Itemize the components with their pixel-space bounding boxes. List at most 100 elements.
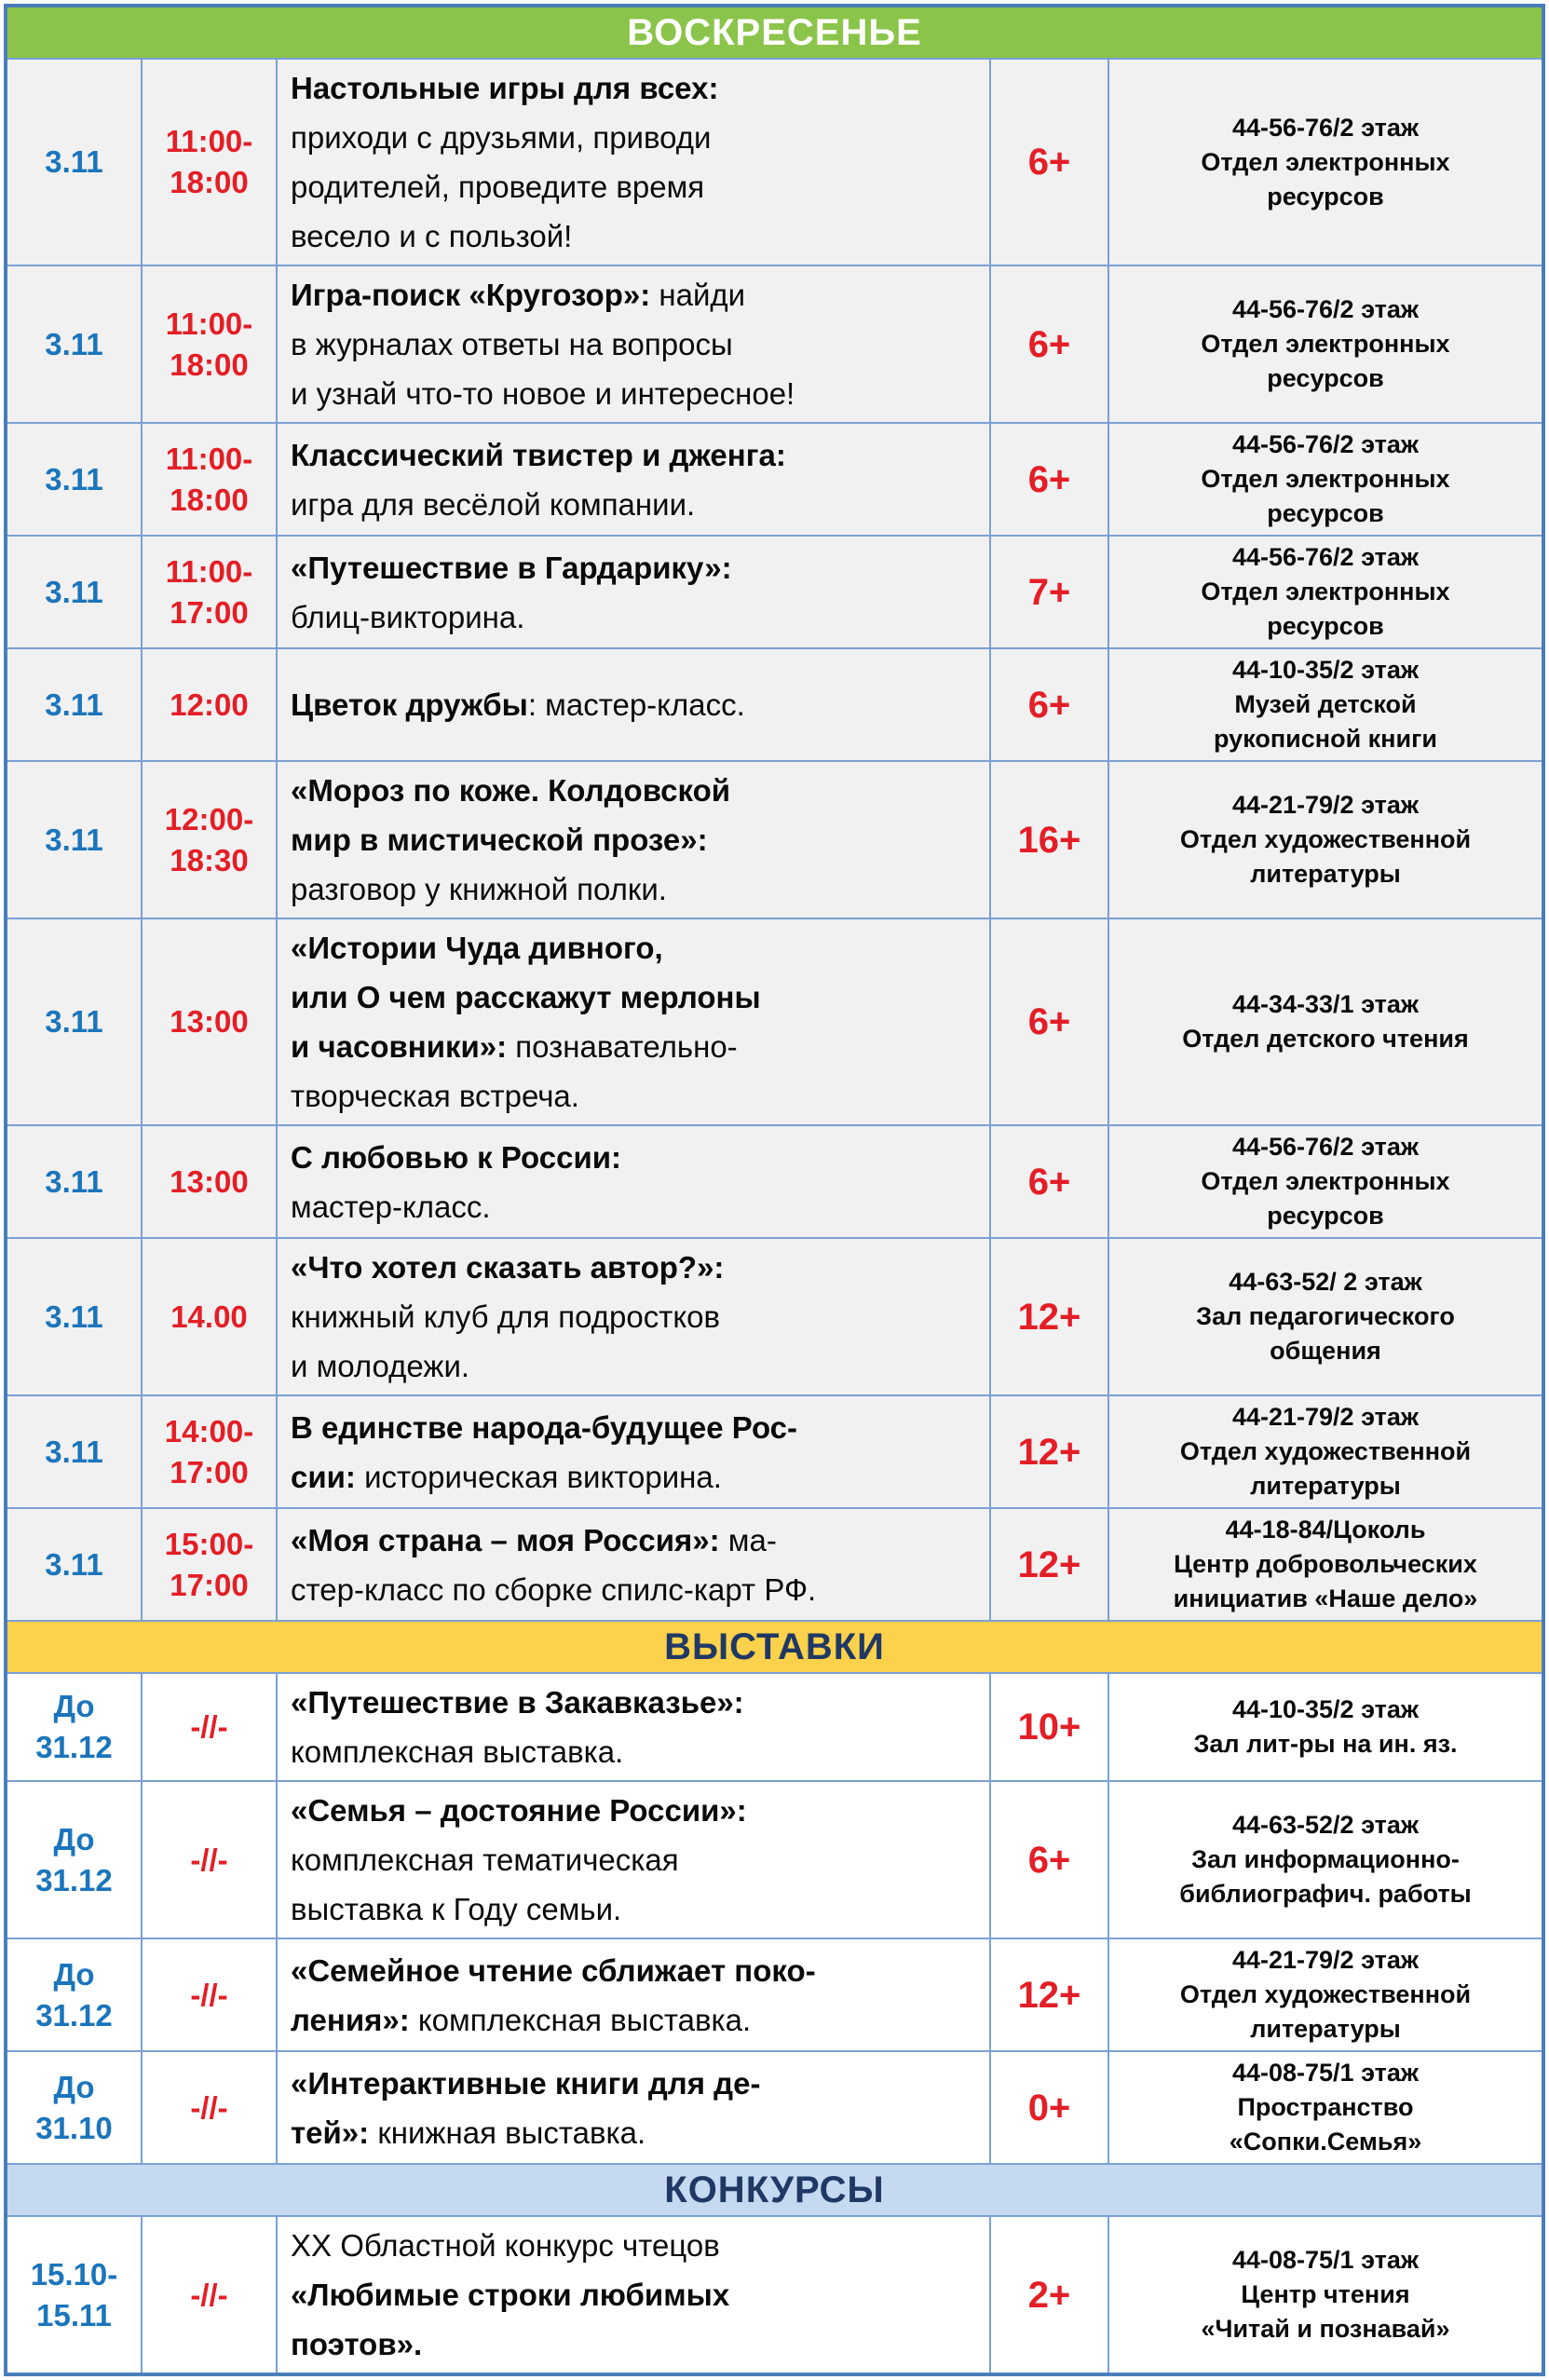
date-line: 15.11 — [36, 2297, 112, 2332]
location-line: Центр чтения — [1241, 2280, 1410, 2308]
date-cell: 3.11 — [7, 1396, 141, 1507]
time-line: 14.00 — [170, 1299, 248, 1334]
age-rating: 7+ — [1027, 571, 1071, 613]
location-line: инициатив «Наше дело» — [1173, 1584, 1478, 1612]
location-line: Отдел художественной — [1179, 825, 1472, 853]
location-cell: 44-56-76/2 этаж Отдел электронных ресурсов — [1107, 60, 1542, 265]
date-line: 31.12 — [35, 1730, 113, 1764]
description-segment: комплексная выставка. — [409, 2002, 752, 2037]
description-segment: стер-класс по сборке спилс-карт РФ. — [291, 1571, 817, 1607]
time-cell: 11:00- 18:00 — [141, 424, 276, 535]
location-line: ресурсов — [1267, 1202, 1384, 1230]
location-line: литературы — [1250, 1472, 1401, 1500]
description-segment: «Интерактивные книги для де- — [291, 2065, 761, 2101]
location-cell: 44-10-35/2 этаж Зал лит-ры на ин. яз. — [1107, 1674, 1542, 1780]
description-line: игра для весёлой компании. — [291, 480, 984, 529]
age-rating: 12+ — [1017, 1431, 1081, 1473]
description-segment: сии: — [291, 1459, 356, 1494]
schedule-row: 3.11 11:00- 17:00 «Путешествие в Гардарику»… — [7, 535, 1542, 647]
location-cell: 44-21-79/2 этаж Отдел художественной литер… — [1107, 1396, 1542, 1507]
location-line: Отдел художественной — [1179, 1437, 1472, 1465]
time-line: -//- — [190, 2277, 228, 2312]
date-cell: 3.11 — [7, 762, 141, 918]
time-line: 11:00- — [165, 441, 253, 476]
description-line: «Путешествие в Закавказье»: — [291, 1678, 984, 1727]
time-line: 14:00- — [164, 1413, 254, 1448]
age-rating: 6+ — [1027, 142, 1071, 183]
description-segment: комплексная выставка. — [291, 1734, 624, 1769]
date-cell: 3.11 — [7, 1509, 141, 1620]
time-cell: -//- — [141, 1939, 276, 2050]
location-cell: 44-56-76/2 этаж Отдел электронных ресурсов — [1107, 537, 1542, 647]
description-segment: в журналах ответы на вопросы — [291, 327, 733, 361]
description-cell: XX Областной конкурс чтецов «Любимые стро… — [276, 2217, 989, 2373]
age-rating: 2+ — [1027, 2274, 1071, 2316]
date-cell: До 31.12 — [7, 1674, 141, 1780]
location-cell: 44-08-75/1 этаж Пространство «Сопки.Семья» — [1107, 2052, 1542, 2163]
description-segment: : мастер-класс. — [527, 687, 745, 722]
description-line: Игра-поиск «Кругозор»: найди — [291, 270, 984, 320]
time-line: 18:00 — [170, 165, 249, 199]
location-line: 44-63-52/2 этаж — [1231, 1811, 1420, 1839]
schedule-row: 15.10- 15.11 -//- XX Областной конкурс чтец… — [7, 2215, 1542, 2373]
location-line: 44-56-76/2 этаж — [1231, 1133, 1420, 1161]
description-line: комплексная выставка. — [291, 1727, 984, 1776]
description-segment: «Моя страна – моя Россия»: — [291, 1522, 720, 1557]
description-segment: мастер-класс. — [291, 1189, 491, 1224]
schedule-row: До 31.12 -//- «Путешествие в Закавказье»: ко… — [7, 1672, 1542, 1780]
time-line: 18:00 — [170, 482, 249, 517]
description-segment: выставка к Году семьи. — [291, 1892, 622, 1926]
schedule-row: До 31.12 -//- «Семья – достояние России»: ко… — [7, 1780, 1542, 1938]
time-line: 18:30 — [170, 842, 249, 877]
description-segment: творческая встреча. — [291, 1079, 579, 1113]
age-rating-badge: 12+ — [989, 1396, 1107, 1507]
location-line: 44-56-76/2 этаж — [1231, 543, 1420, 571]
time-cell: 11:00- 18:00 — [141, 266, 276, 422]
description-segment: Игра-поиск «Кругозор»: — [291, 278, 651, 312]
age-rating-badge: 10+ — [989, 1674, 1107, 1780]
date-line: До — [53, 1821, 95, 1856]
description-line: и молодежи. — [291, 1341, 984, 1391]
description-segment: «Истории Чуда дивного, — [291, 931, 663, 965]
age-rating: 10+ — [1017, 1707, 1081, 1748]
location-line: 44-10-35/2 этаж — [1231, 656, 1420, 684]
location-line: 44-21-79/2 этаж — [1231, 1403, 1420, 1431]
location-line: Отдел электронных — [1201, 1167, 1450, 1195]
description-cell: «Моя страна – моя Россия»: ма-стер-класс… — [276, 1509, 989, 1620]
description-cell: Игра-поиск «Кругозор»: найди в журналах о… — [276, 266, 989, 422]
description-line: С любовью к России: — [291, 1133, 984, 1182]
description-line: сии: историческая викторина. — [291, 1452, 984, 1502]
location-line: Отдел электронных — [1201, 330, 1450, 358]
location-line: Зал педагогического — [1196, 1302, 1455, 1330]
description-line: XX Областной конкурс чтецов — [291, 2221, 984, 2270]
time-cell: 11:00- 18:00 — [141, 60, 276, 265]
date-cell: 3.11 — [7, 919, 141, 1124]
schedule-row: 3.11 11:00- 18:00 Игра-поиск «Кругозор»: на… — [7, 265, 1542, 422]
time-line: -//- — [190, 1709, 228, 1744]
description-line: Цветок дружбы: мастер-класс. — [291, 680, 984, 729]
location-cell: 44-21-79/2 этаж Отдел художественной литер… — [1107, 762, 1542, 918]
date-cell: 3.11 — [7, 537, 141, 647]
schedule-row: До 31.12 -//- «Семейное чтение сближает пок… — [7, 1938, 1542, 2050]
description-segment: «Путешествие в Закавказье»: — [291, 1685, 744, 1720]
location-line: Отдел электронных — [1201, 578, 1450, 605]
date-line: 3.11 — [45, 1546, 103, 1582]
description-line: стер-класс по сборке спилс-карт РФ. — [291, 1565, 984, 1614]
location-line: 44-34-33/1 этаж — [1231, 990, 1420, 1018]
location-cell: 44-56-76/2 этаж Отдел электронных ресурсов — [1107, 1126, 1542, 1237]
description-line: весело и с пользой! — [291, 211, 984, 261]
description-segment: или О чем расскажут мерлоны — [291, 980, 761, 1014]
description-line: в журналах ответы на вопросы — [291, 320, 984, 369]
time-line: -//- — [190, 1977, 228, 2012]
description-segment: «Семейное чтение сближает поко- — [291, 1952, 816, 1988]
description-segment: и молодежи. — [291, 1349, 470, 1383]
section-title: ВЫСТАВКИ — [664, 1625, 885, 1667]
description-line: разговор у книжной полки. — [291, 864, 984, 914]
age-rating-badge: 6+ — [989, 1782, 1107, 1938]
description-cell: «Семейное чтение сближает поко-ления»: к… — [276, 1939, 989, 2050]
location-cell: 44-18-84/Цоколь Центр добровольческих иниц… — [1107, 1509, 1542, 1620]
description-line: выставка к Году семьи. — [291, 1884, 984, 1934]
description-segment: и узнай что-то новое и интересное! — [291, 376, 795, 411]
age-rating-badge: 12+ — [989, 1509, 1107, 1620]
description-line: «Что хотел сказать автор?»: — [291, 1243, 984, 1292]
